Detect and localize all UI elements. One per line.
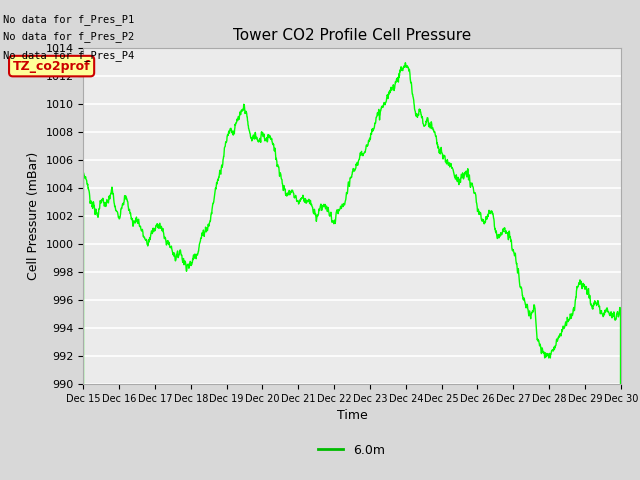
Y-axis label: Cell Pressure (mBar): Cell Pressure (mBar) [27, 152, 40, 280]
Text: No data for f_Pres_P2: No data for f_Pres_P2 [3, 31, 134, 42]
X-axis label: Time: Time [337, 409, 367, 422]
Text: No data for f_Pres_P1: No data for f_Pres_P1 [3, 13, 134, 24]
Text: TZ_co2prof: TZ_co2prof [13, 60, 90, 72]
Legend: 6.0m: 6.0m [314, 439, 390, 462]
Text: No data for f_Pres_P4: No data for f_Pres_P4 [3, 49, 134, 60]
Title: Tower CO2 Profile Cell Pressure: Tower CO2 Profile Cell Pressure [233, 28, 471, 43]
